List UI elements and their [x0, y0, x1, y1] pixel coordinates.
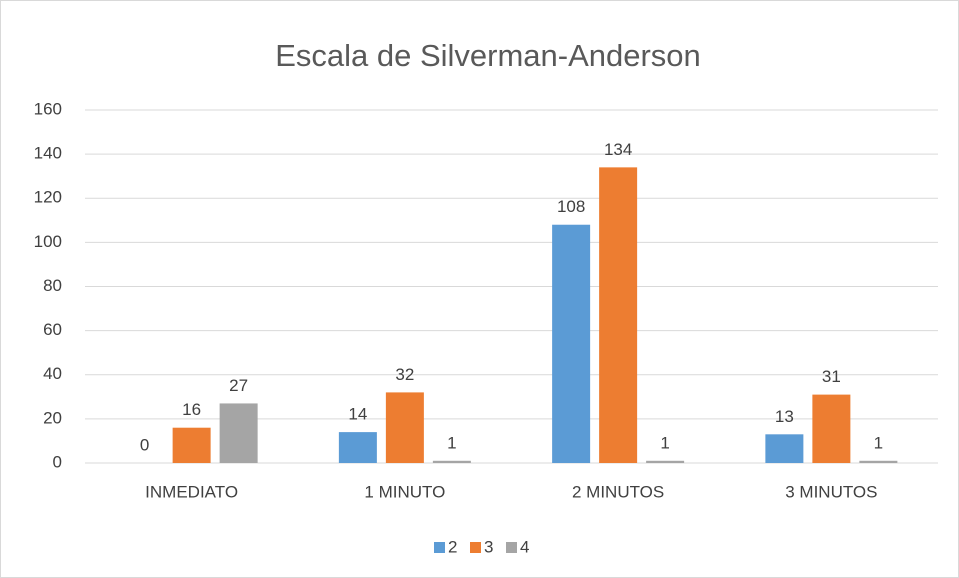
data-label: 16	[182, 400, 201, 419]
y-tick-label: 40	[43, 364, 62, 383]
data-label: 134	[604, 140, 632, 159]
bar	[859, 460, 898, 463]
y-tick-label: 100	[34, 232, 62, 251]
chart-title: Escala de Silverman-Anderson	[275, 38, 701, 73]
x-tick-label: INMEDIATO	[145, 482, 238, 501]
x-tick-label: 2 MINUTOS	[572, 482, 664, 501]
y-tick-label: 20	[43, 408, 62, 427]
legend-label: 2	[448, 537, 457, 556]
legend-swatch	[434, 542, 445, 553]
data-label: 31	[822, 367, 841, 386]
x-tick-label: 3 MINUTOS	[785, 482, 877, 501]
bar	[812, 394, 851, 463]
x-tick-label: 1 MINUTO	[364, 482, 445, 501]
y-tick-label: 160	[34, 99, 62, 118]
data-label: 1	[660, 433, 669, 452]
bar	[552, 224, 591, 463]
bar	[765, 434, 804, 463]
bar	[172, 427, 211, 463]
data-label: 1	[874, 433, 883, 452]
y-tick-label: 0	[53, 452, 62, 471]
data-label: 27	[229, 376, 248, 395]
data-label: 0	[140, 435, 149, 454]
legend-swatch	[470, 542, 481, 553]
legend-swatch	[506, 542, 517, 553]
bar	[599, 167, 638, 464]
y-tick-label: 80	[43, 276, 62, 295]
data-label: 13	[775, 407, 794, 426]
bar	[219, 403, 258, 463]
bar	[432, 460, 471, 463]
legend-label: 4	[520, 537, 529, 556]
bar	[646, 460, 685, 463]
legend-label: 3	[484, 537, 493, 556]
data-label: 108	[557, 197, 585, 216]
data-label: 14	[348, 405, 367, 424]
data-label: 1	[447, 433, 456, 452]
y-tick-label: 60	[43, 320, 62, 339]
bar	[338, 432, 377, 463]
data-label: 32	[395, 365, 414, 384]
bar	[385, 392, 424, 463]
y-tick-label: 140	[34, 144, 62, 163]
y-tick-label: 120	[34, 188, 62, 207]
